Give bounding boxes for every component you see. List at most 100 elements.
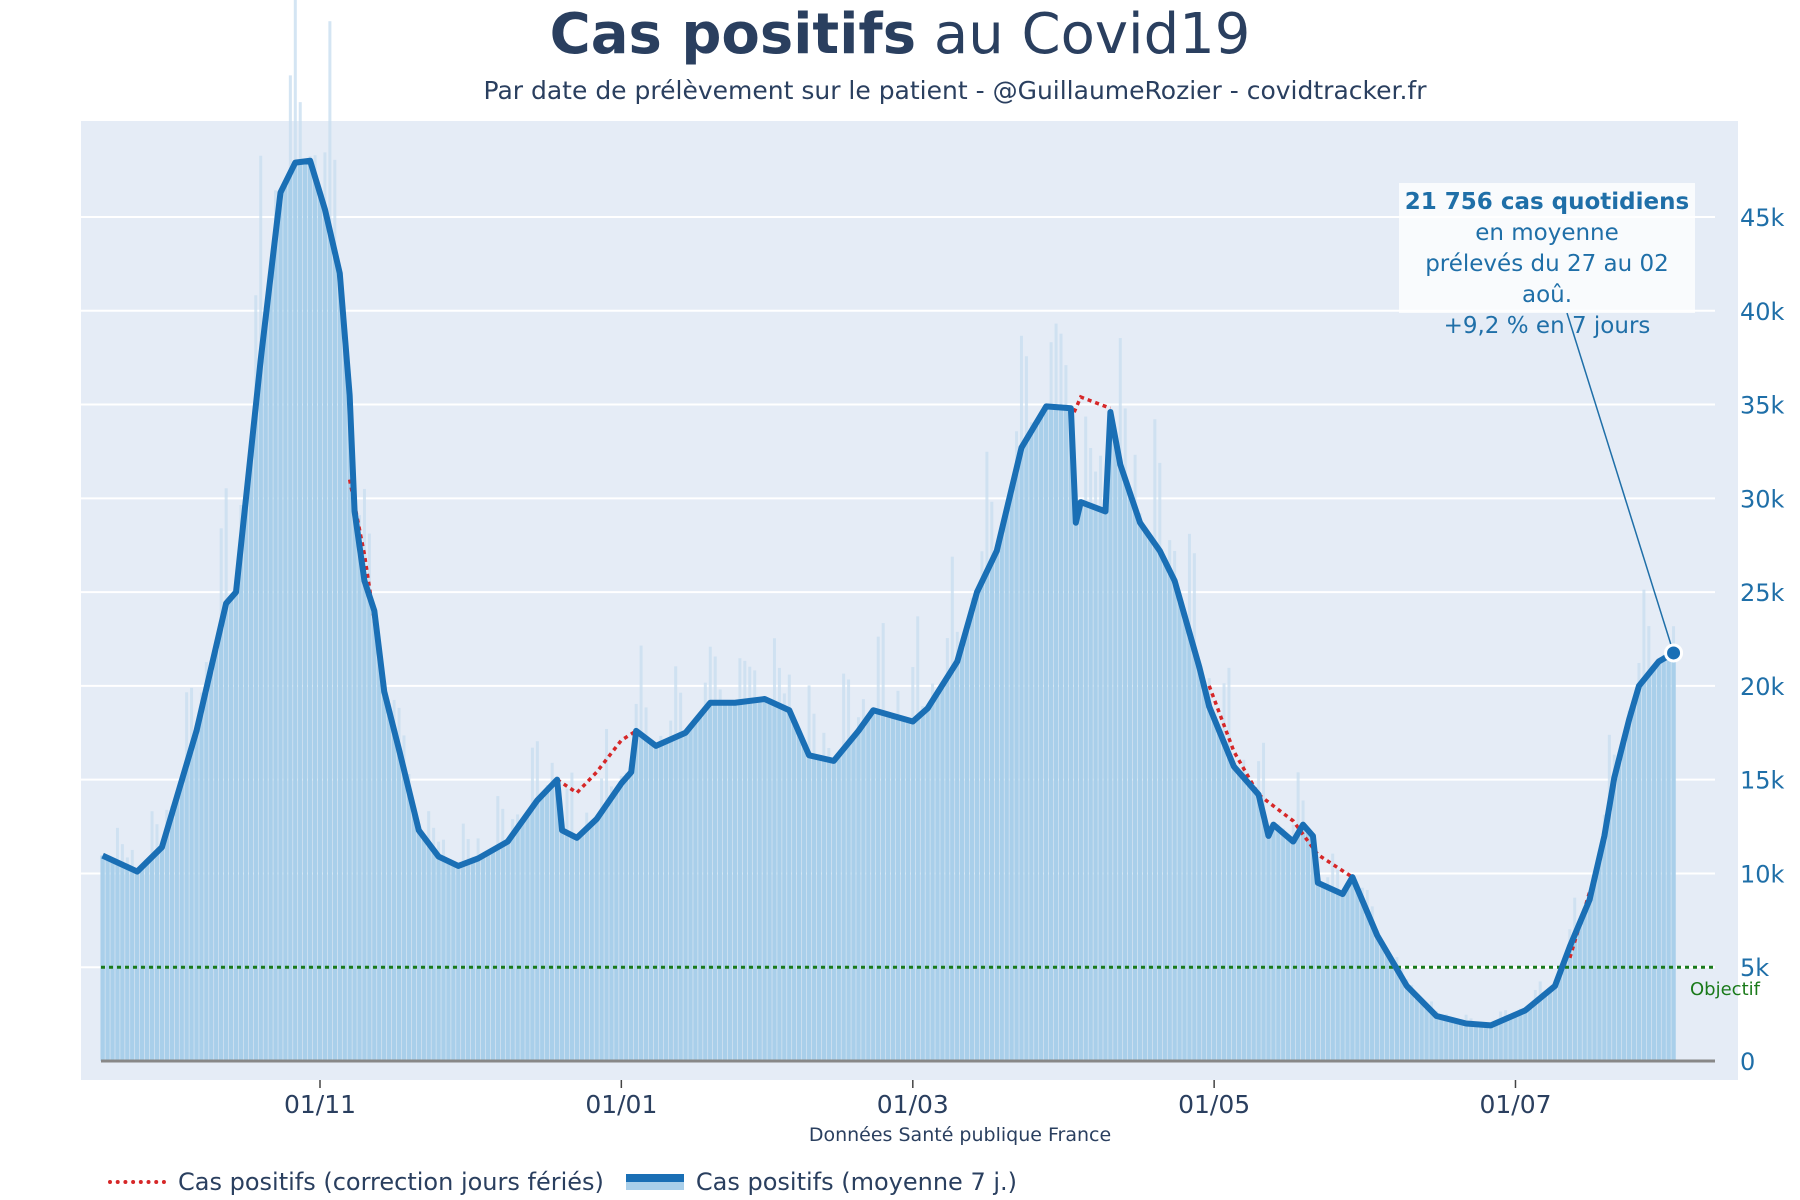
bar-daily [1207, 678, 1211, 707]
bar-daily [679, 692, 683, 735]
bar-daily [659, 735, 663, 744]
bar [1449, 1019, 1454, 1061]
bar [470, 860, 476, 1061]
bar-daily [570, 772, 574, 836]
bar-daily [807, 685, 811, 756]
bar [1058, 407, 1064, 1061]
bar [263, 317, 268, 1062]
bar [1246, 783, 1251, 1061]
bar [1108, 412, 1113, 1062]
x-tick-label: 01/11 [284, 1090, 356, 1119]
bar [362, 580, 367, 1061]
bar [1202, 686, 1207, 1061]
bar [1261, 815, 1266, 1061]
bar-daily [1637, 662, 1641, 686]
bar [1132, 508, 1138, 1062]
legend-item-average[interactable]: Cas positifs (moyenne 7 j.) [625, 1168, 1017, 1196]
bar [515, 827, 520, 1061]
bar [219, 624, 224, 1061]
legend-item-correction[interactable]: Cas positifs (correction jours fériés) [108, 1168, 604, 1196]
bar-daily [585, 812, 589, 829]
bar [1587, 899, 1592, 1061]
bar-daily [535, 741, 539, 801]
bar-daily [1084, 416, 1088, 504]
bar [1454, 1020, 1459, 1061]
bar [1118, 464, 1123, 1061]
y-tick-label: 40k [1740, 298, 1785, 326]
chart-subtitle: Par date de prélèvement sur le patient -… [483, 76, 1427, 105]
bar [451, 863, 456, 1061]
bar-daily [787, 674, 791, 711]
bar-daily [708, 646, 712, 703]
bar-daily [1395, 957, 1399, 970]
bar [801, 744, 807, 1061]
bar [1231, 766, 1237, 1061]
bar-daily [1464, 1014, 1468, 1024]
bar [950, 669, 955, 1061]
bar [737, 702, 743, 1061]
bar-daily [1019, 335, 1023, 448]
annotation-box: 21 756 cas quotidiens en moyenne prélevé… [1399, 183, 1695, 339]
y-tick-label: 10k [1740, 860, 1785, 888]
bar-daily [634, 703, 638, 731]
bar [1192, 649, 1197, 1061]
bar-daily [367, 533, 371, 596]
bar-daily [224, 488, 228, 604]
bar [910, 721, 915, 1061]
bar [283, 182, 288, 1061]
bar [584, 828, 589, 1061]
bar-daily [847, 679, 851, 743]
bar [648, 742, 654, 1061]
bar-daily [1118, 338, 1122, 465]
bar [179, 780, 184, 1061]
bar [1290, 841, 1296, 1061]
bar-daily [185, 692, 189, 765]
bar [1483, 1024, 1489, 1061]
bar [411, 810, 417, 1061]
bar [564, 832, 570, 1061]
y-tick-label: 5k [1740, 954, 1769, 982]
y-tick-label: 25k [1740, 579, 1785, 607]
bar [1671, 652, 1676, 1061]
x-tick-label: 01/05 [1178, 1090, 1250, 1119]
bar-daily [1573, 897, 1577, 935]
bar [574, 837, 580, 1061]
bar [831, 760, 836, 1061]
bar [1488, 1025, 1493, 1061]
bar-daily [644, 707, 648, 739]
correction-line [556, 729, 638, 796]
bar [1651, 667, 1656, 1061]
bar [149, 856, 155, 1061]
bar [1508, 1016, 1513, 1061]
bar-daily [1024, 356, 1028, 440]
bar-daily [1153, 419, 1157, 544]
bar-daily [1642, 589, 1646, 680]
bar [792, 721, 797, 1061]
bar [1113, 438, 1118, 1062]
bar-daily [476, 838, 480, 859]
objective-label: Objectif [1690, 979, 1761, 1000]
bar [436, 856, 441, 1061]
bar [426, 843, 431, 1061]
bar [238, 545, 244, 1061]
bar-daily [1257, 761, 1261, 795]
bar-daily [427, 811, 431, 844]
bar [510, 834, 515, 1061]
bar-daily [1331, 853, 1335, 890]
bar [312, 176, 318, 1062]
bar [772, 703, 777, 1061]
bar-daily [1538, 981, 1542, 999]
bar-daily [674, 666, 678, 738]
bar [955, 661, 960, 1061]
bar [1597, 857, 1602, 1061]
bar [1661, 658, 1666, 1061]
bar [396, 749, 402, 1061]
bar [905, 720, 911, 1061]
bar-daily [1262, 742, 1266, 816]
bar [866, 717, 871, 1061]
bar-daily [130, 849, 134, 870]
bar [969, 609, 975, 1061]
bar-daily [876, 636, 880, 712]
bar [1434, 1015, 1439, 1061]
bar [120, 864, 125, 1061]
